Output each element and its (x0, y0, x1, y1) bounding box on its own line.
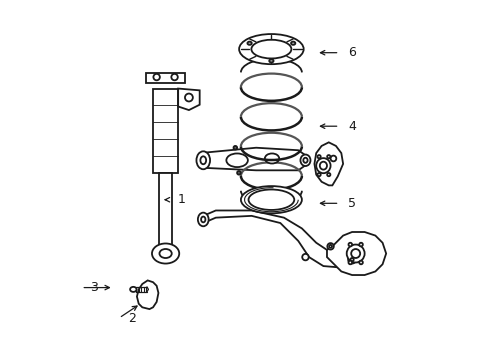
Ellipse shape (348, 261, 351, 264)
Text: 3: 3 (90, 281, 98, 294)
Polygon shape (159, 173, 172, 244)
Ellipse shape (237, 171, 240, 175)
Ellipse shape (171, 74, 178, 80)
Ellipse shape (269, 59, 273, 63)
Polygon shape (178, 89, 199, 110)
Ellipse shape (226, 153, 247, 167)
Ellipse shape (350, 249, 360, 258)
Ellipse shape (317, 173, 320, 176)
Ellipse shape (302, 254, 308, 260)
Ellipse shape (326, 155, 330, 158)
Ellipse shape (348, 243, 351, 246)
Ellipse shape (201, 217, 205, 222)
Text: 1: 1 (178, 193, 185, 206)
Ellipse shape (330, 156, 336, 161)
Text: 2: 2 (128, 311, 136, 325)
Polygon shape (145, 73, 185, 83)
Text: 5: 5 (348, 197, 356, 210)
Ellipse shape (303, 158, 307, 163)
Ellipse shape (300, 154, 310, 166)
Ellipse shape (152, 243, 179, 264)
Ellipse shape (350, 258, 353, 261)
Ellipse shape (346, 244, 364, 262)
Ellipse shape (248, 189, 294, 210)
Polygon shape (137, 280, 158, 309)
Polygon shape (314, 142, 343, 185)
Ellipse shape (326, 243, 333, 249)
Ellipse shape (359, 261, 362, 264)
Ellipse shape (316, 158, 330, 173)
Ellipse shape (317, 155, 320, 158)
Polygon shape (153, 89, 178, 173)
Polygon shape (326, 232, 386, 275)
Ellipse shape (347, 256, 355, 264)
Ellipse shape (153, 74, 160, 80)
Ellipse shape (319, 162, 326, 170)
Text: 6: 6 (348, 46, 356, 59)
Ellipse shape (159, 249, 171, 258)
Ellipse shape (247, 42, 251, 45)
Ellipse shape (359, 243, 362, 246)
Ellipse shape (198, 213, 208, 226)
Text: 4: 4 (348, 120, 356, 133)
Ellipse shape (328, 245, 331, 248)
Ellipse shape (239, 34, 303, 64)
Polygon shape (203, 211, 359, 268)
Ellipse shape (233, 146, 237, 149)
Ellipse shape (290, 42, 295, 45)
Ellipse shape (130, 287, 136, 292)
Ellipse shape (184, 94, 192, 102)
Ellipse shape (251, 40, 291, 58)
Ellipse shape (200, 156, 206, 164)
Polygon shape (203, 148, 305, 170)
Ellipse shape (196, 151, 210, 169)
Ellipse shape (264, 153, 279, 163)
Ellipse shape (326, 173, 330, 176)
Ellipse shape (241, 186, 301, 213)
